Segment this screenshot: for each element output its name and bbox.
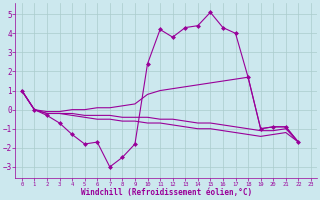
X-axis label: Windchill (Refroidissement éolien,°C): Windchill (Refroidissement éolien,°C) [81,188,252,197]
